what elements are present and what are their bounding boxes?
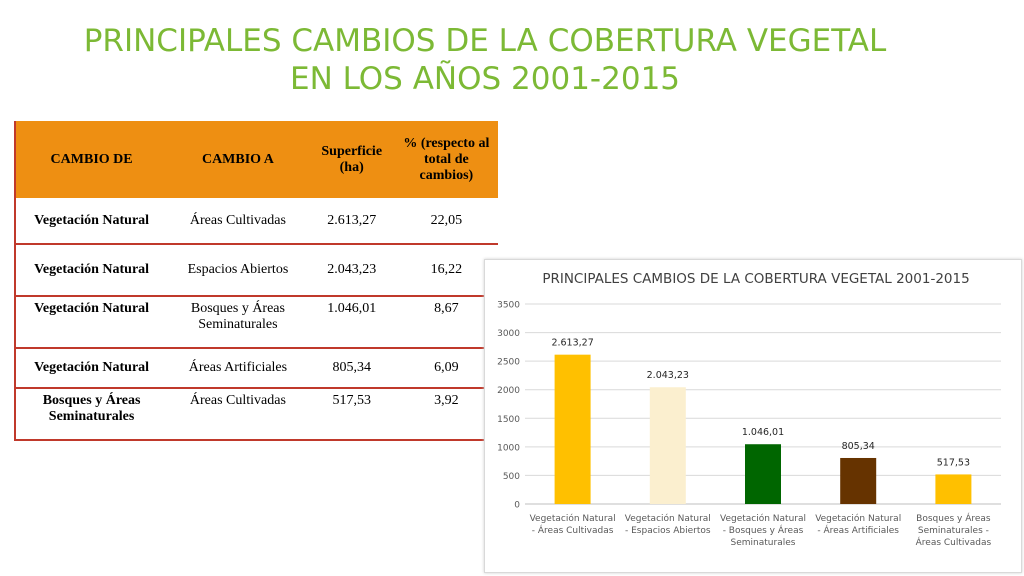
bar bbox=[554, 354, 591, 504]
bar-chart: PRINCIPALES CAMBIOS DE LA COBERTURA VEGE… bbox=[497, 271, 1001, 548]
chart-y-axis: 0 500 1000 1500 2000 2500 3000 3500 bbox=[497, 301, 520, 511]
table-row: Vegetación Natural Espacios Abiertos 2.0… bbox=[15, 244, 498, 297]
bar bbox=[935, 474, 972, 504]
page-title: PRINCIPALES CAMBIOS DE LA COBERTURA VEGE… bbox=[0, 22, 970, 98]
bar bbox=[745, 444, 781, 504]
bar-chart-panel: PRINCIPALES CAMBIOS DE LA COBERTURA VEGE… bbox=[484, 259, 1022, 573]
cell-superficie: 2.613,27 bbox=[308, 198, 395, 245]
y-tick-label: 1000 bbox=[497, 443, 520, 453]
cell-superficie: 517,53 bbox=[308, 388, 395, 441]
chart-bars bbox=[554, 354, 972, 504]
x-tick-label: Vegetación Natural bbox=[530, 513, 616, 524]
cell-porcentaje: 3,92 bbox=[394, 388, 498, 441]
y-tick-label: 2000 bbox=[497, 386, 520, 396]
chart-data-labels: 2.613,27 2.043,23 1.046,01 805,34 517,53 bbox=[551, 338, 970, 469]
cell-porcentaje: 16,22 bbox=[394, 244, 498, 297]
header-cambio-a: CAMBIO A bbox=[167, 121, 309, 198]
cell-porcentaje: 22,05 bbox=[394, 198, 498, 245]
y-tick-label: 2500 bbox=[497, 358, 520, 368]
cell-cambio-a: Áreas Artificiales bbox=[167, 348, 309, 389]
table-row: Vegetación Natural Bosques y Áreas Semin… bbox=[15, 296, 498, 349]
cell-cambio-a: Áreas Cultivadas bbox=[167, 198, 309, 245]
x-tick-label: Vegetación Natural bbox=[720, 513, 806, 524]
header-porcentaje: % (respecto al total de cambios) bbox=[394, 121, 498, 198]
y-tick-label: 1500 bbox=[497, 415, 520, 425]
x-tick-label: Vegetación Natural bbox=[815, 513, 901, 524]
cell-cambio-a: Bosques y Áreas Seminaturales bbox=[167, 296, 309, 349]
data-label: 2.613,27 bbox=[551, 338, 593, 349]
y-tick-label: 500 bbox=[503, 472, 520, 482]
x-tick-label: - Áreas Cultivadas bbox=[532, 524, 614, 536]
changes-table: CAMBIO DE CAMBIO A Superficie (ha) % (re… bbox=[14, 121, 498, 441]
cell-porcentaje: 8,67 bbox=[394, 296, 498, 349]
x-tick-label: - Bosques y Áreas bbox=[723, 524, 804, 536]
cell-superficie: 1.046,01 bbox=[308, 296, 395, 349]
bar bbox=[649, 387, 686, 504]
table-row: Vegetación Natural Áreas Artificiales 80… bbox=[15, 348, 498, 389]
y-tick-label: 3000 bbox=[497, 329, 520, 339]
cell-cambio-de: Bosques y Áreas Seminaturales bbox=[15, 388, 168, 441]
x-tick-label: Seminaturales - bbox=[918, 526, 989, 536]
x-tick-label: Áreas Cultivadas bbox=[916, 536, 992, 548]
cell-cambio-de: Vegetación Natural bbox=[15, 244, 168, 297]
x-tick-label: Vegetación Natural bbox=[625, 513, 711, 524]
x-tick-label: - Áreas Artificiales bbox=[817, 524, 899, 536]
table-header-row: CAMBIO DE CAMBIO A Superficie (ha) % (re… bbox=[15, 121, 498, 198]
page-title-line-1: PRINCIPALES CAMBIOS DE LA COBERTURA VEGE… bbox=[83, 23, 887, 59]
cell-cambio-de: Vegetación Natural bbox=[15, 348, 168, 389]
data-label: 517,53 bbox=[937, 457, 970, 468]
cell-cambio-de: Vegetación Natural bbox=[15, 296, 168, 349]
header-cambio-de: CAMBIO DE bbox=[15, 121, 168, 198]
chart-x-axis: Vegetación Natural- Áreas CultivadasVege… bbox=[530, 512, 992, 548]
bar bbox=[840, 457, 877, 504]
cell-cambio-a: Espacios Abiertos bbox=[167, 244, 309, 297]
cell-porcentaje: 6,09 bbox=[394, 348, 498, 389]
x-tick-label: Bosques y Áreas bbox=[916, 512, 991, 524]
x-tick-label: - Espacios Abiertos bbox=[625, 526, 711, 536]
cell-superficie: 2.043,23 bbox=[308, 244, 395, 297]
cell-superficie: 805,34 bbox=[308, 348, 395, 389]
data-label: 2.043,23 bbox=[647, 370, 689, 381]
y-tick-label: 0 bbox=[514, 501, 520, 511]
y-tick-label: 3500 bbox=[497, 301, 520, 311]
data-label: 805,34 bbox=[842, 441, 875, 452]
table-row: Vegetación Natural Áreas Cultivadas 2.61… bbox=[15, 198, 498, 245]
x-tick-label: Seminaturales bbox=[731, 538, 796, 548]
chart-title: PRINCIPALES CAMBIOS DE LA COBERTURA VEGE… bbox=[542, 271, 969, 287]
cell-cambio-de: Vegetación Natural bbox=[15, 198, 168, 245]
table-row: Bosques y Áreas Seminaturales Áreas Cult… bbox=[15, 388, 498, 441]
page-title-line-2: EN LOS AÑOS 2001-2015 bbox=[289, 61, 681, 97]
header-superficie: Superficie (ha) bbox=[308, 121, 395, 198]
cell-cambio-a: Áreas Cultivadas bbox=[167, 388, 309, 441]
data-label: 1.046,01 bbox=[742, 427, 784, 438]
